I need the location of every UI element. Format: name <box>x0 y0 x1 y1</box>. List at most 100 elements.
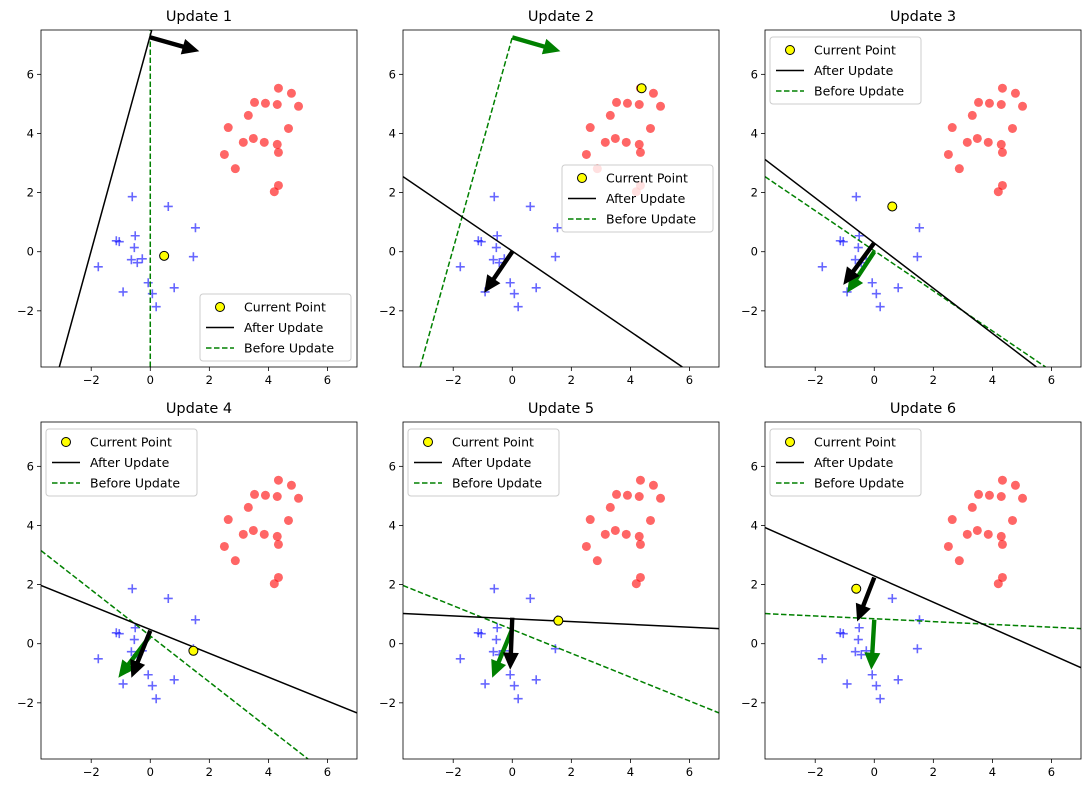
before-update-line <box>765 176 1046 367</box>
blue-point <box>488 255 498 265</box>
x-tick-label: 4 <box>627 373 634 387</box>
current-point <box>188 645 199 656</box>
red-point <box>954 164 964 174</box>
legend: Current Point After Update Before Update <box>407 428 560 497</box>
before-weight-arrow <box>847 250 877 293</box>
blue-point <box>143 278 153 288</box>
red-point <box>997 147 1007 157</box>
after-update-line <box>58 30 153 367</box>
subplot-1: Update 1 −2 0 2 4 6 −2 0 2 4 6 Current Point After U… <box>17 9 358 387</box>
red-point <box>243 502 253 512</box>
x-tick-label: 0 <box>147 373 154 387</box>
blue-point <box>118 679 128 689</box>
blue-point <box>190 615 200 625</box>
blue-point <box>114 237 124 247</box>
red-point <box>1010 480 1020 490</box>
blue-point <box>492 231 502 241</box>
red-point <box>585 123 595 133</box>
blue-point <box>525 593 535 603</box>
legend-after-update: After Update <box>606 191 686 206</box>
red-point <box>634 139 644 149</box>
red-point <box>1007 515 1017 525</box>
subplot-title: Update 4 <box>166 401 232 417</box>
blue-point <box>491 243 501 253</box>
blue-point <box>851 192 861 202</box>
y-tick-label: 2 <box>389 578 396 592</box>
blue-point <box>531 283 541 293</box>
blue-point <box>190 223 200 233</box>
blue-point <box>480 679 490 689</box>
legend-after-update: After Update <box>244 320 324 335</box>
red-point <box>272 531 282 541</box>
blue-point <box>854 623 864 633</box>
red-point <box>635 147 645 157</box>
legend-current-point: Current Point <box>90 435 172 450</box>
x-tick-label: −2 <box>83 373 100 387</box>
red-point <box>984 490 994 500</box>
subplot-3: Update 3 −2 0 2 4 6 −2 0 2 4 6 Current Point After U… <box>741 9 1082 387</box>
blue-point <box>93 262 103 272</box>
red-point <box>260 490 270 500</box>
x-tick-label: −2 <box>807 765 824 779</box>
axes-frame <box>764 29 1082 368</box>
x-tick-label: 2 <box>930 373 937 387</box>
red-point <box>219 149 229 159</box>
x-tick-label: 0 <box>147 765 154 779</box>
red-point <box>648 480 658 490</box>
after-weight-arrow <box>484 250 515 293</box>
blue-point <box>893 283 903 293</box>
legend-before-update: Before Update <box>814 476 904 491</box>
blue-point <box>127 192 137 202</box>
red-point <box>1018 101 1028 111</box>
red-point <box>286 480 296 490</box>
blue-point <box>552 223 562 233</box>
plot-area <box>58 30 304 367</box>
subplot-title: Update 6 <box>890 401 956 417</box>
blue-point <box>912 644 922 654</box>
before-update-line <box>765 612 1081 630</box>
blue-point <box>505 670 515 680</box>
red-point <box>250 97 260 107</box>
axes-frame <box>40 29 358 368</box>
blue-point <box>505 278 515 288</box>
legend: Current Point After Update Before Update <box>769 428 922 497</box>
x-tick-label: 2 <box>206 765 213 779</box>
legend-box <box>407 428 560 497</box>
blue-point <box>853 243 863 253</box>
y-tick-label: 0 <box>27 245 34 259</box>
red-point <box>983 137 993 147</box>
legend-marker <box>785 45 795 55</box>
after-update-line <box>41 584 357 714</box>
axes-frame <box>402 421 720 760</box>
after-weight-arrow <box>843 241 877 285</box>
red-point <box>248 133 258 143</box>
blue-point <box>875 302 885 312</box>
legend-after-update: After Update <box>452 455 532 470</box>
red-point <box>656 493 666 503</box>
red-point <box>269 187 279 197</box>
red-point <box>993 579 1003 589</box>
red-point <box>585 515 595 525</box>
red-point <box>943 149 953 159</box>
red-point <box>621 137 631 147</box>
before-weight-arrow <box>491 628 515 678</box>
blue-point <box>871 289 881 299</box>
after-weight-arrow <box>130 629 153 678</box>
blue-point <box>853 635 863 645</box>
red-point <box>967 110 977 120</box>
legend-marker <box>577 173 587 183</box>
red-point <box>600 137 610 147</box>
blue-point <box>163 201 173 211</box>
blue-point <box>531 675 541 685</box>
subplot-5: Update 5 −2 0 2 4 6 −2 0 2 4 6 Current Point After U… <box>379 401 720 779</box>
red-point <box>259 529 269 539</box>
x-tick-label: 2 <box>206 373 213 387</box>
legend-marker <box>61 437 71 447</box>
red-point <box>972 525 982 535</box>
x-tick-label: 6 <box>686 765 693 779</box>
blue-point <box>127 584 137 594</box>
blue-point <box>893 675 903 685</box>
red-point <box>993 187 1003 197</box>
y-tick-label: −2 <box>741 696 758 710</box>
red-point <box>622 98 632 108</box>
